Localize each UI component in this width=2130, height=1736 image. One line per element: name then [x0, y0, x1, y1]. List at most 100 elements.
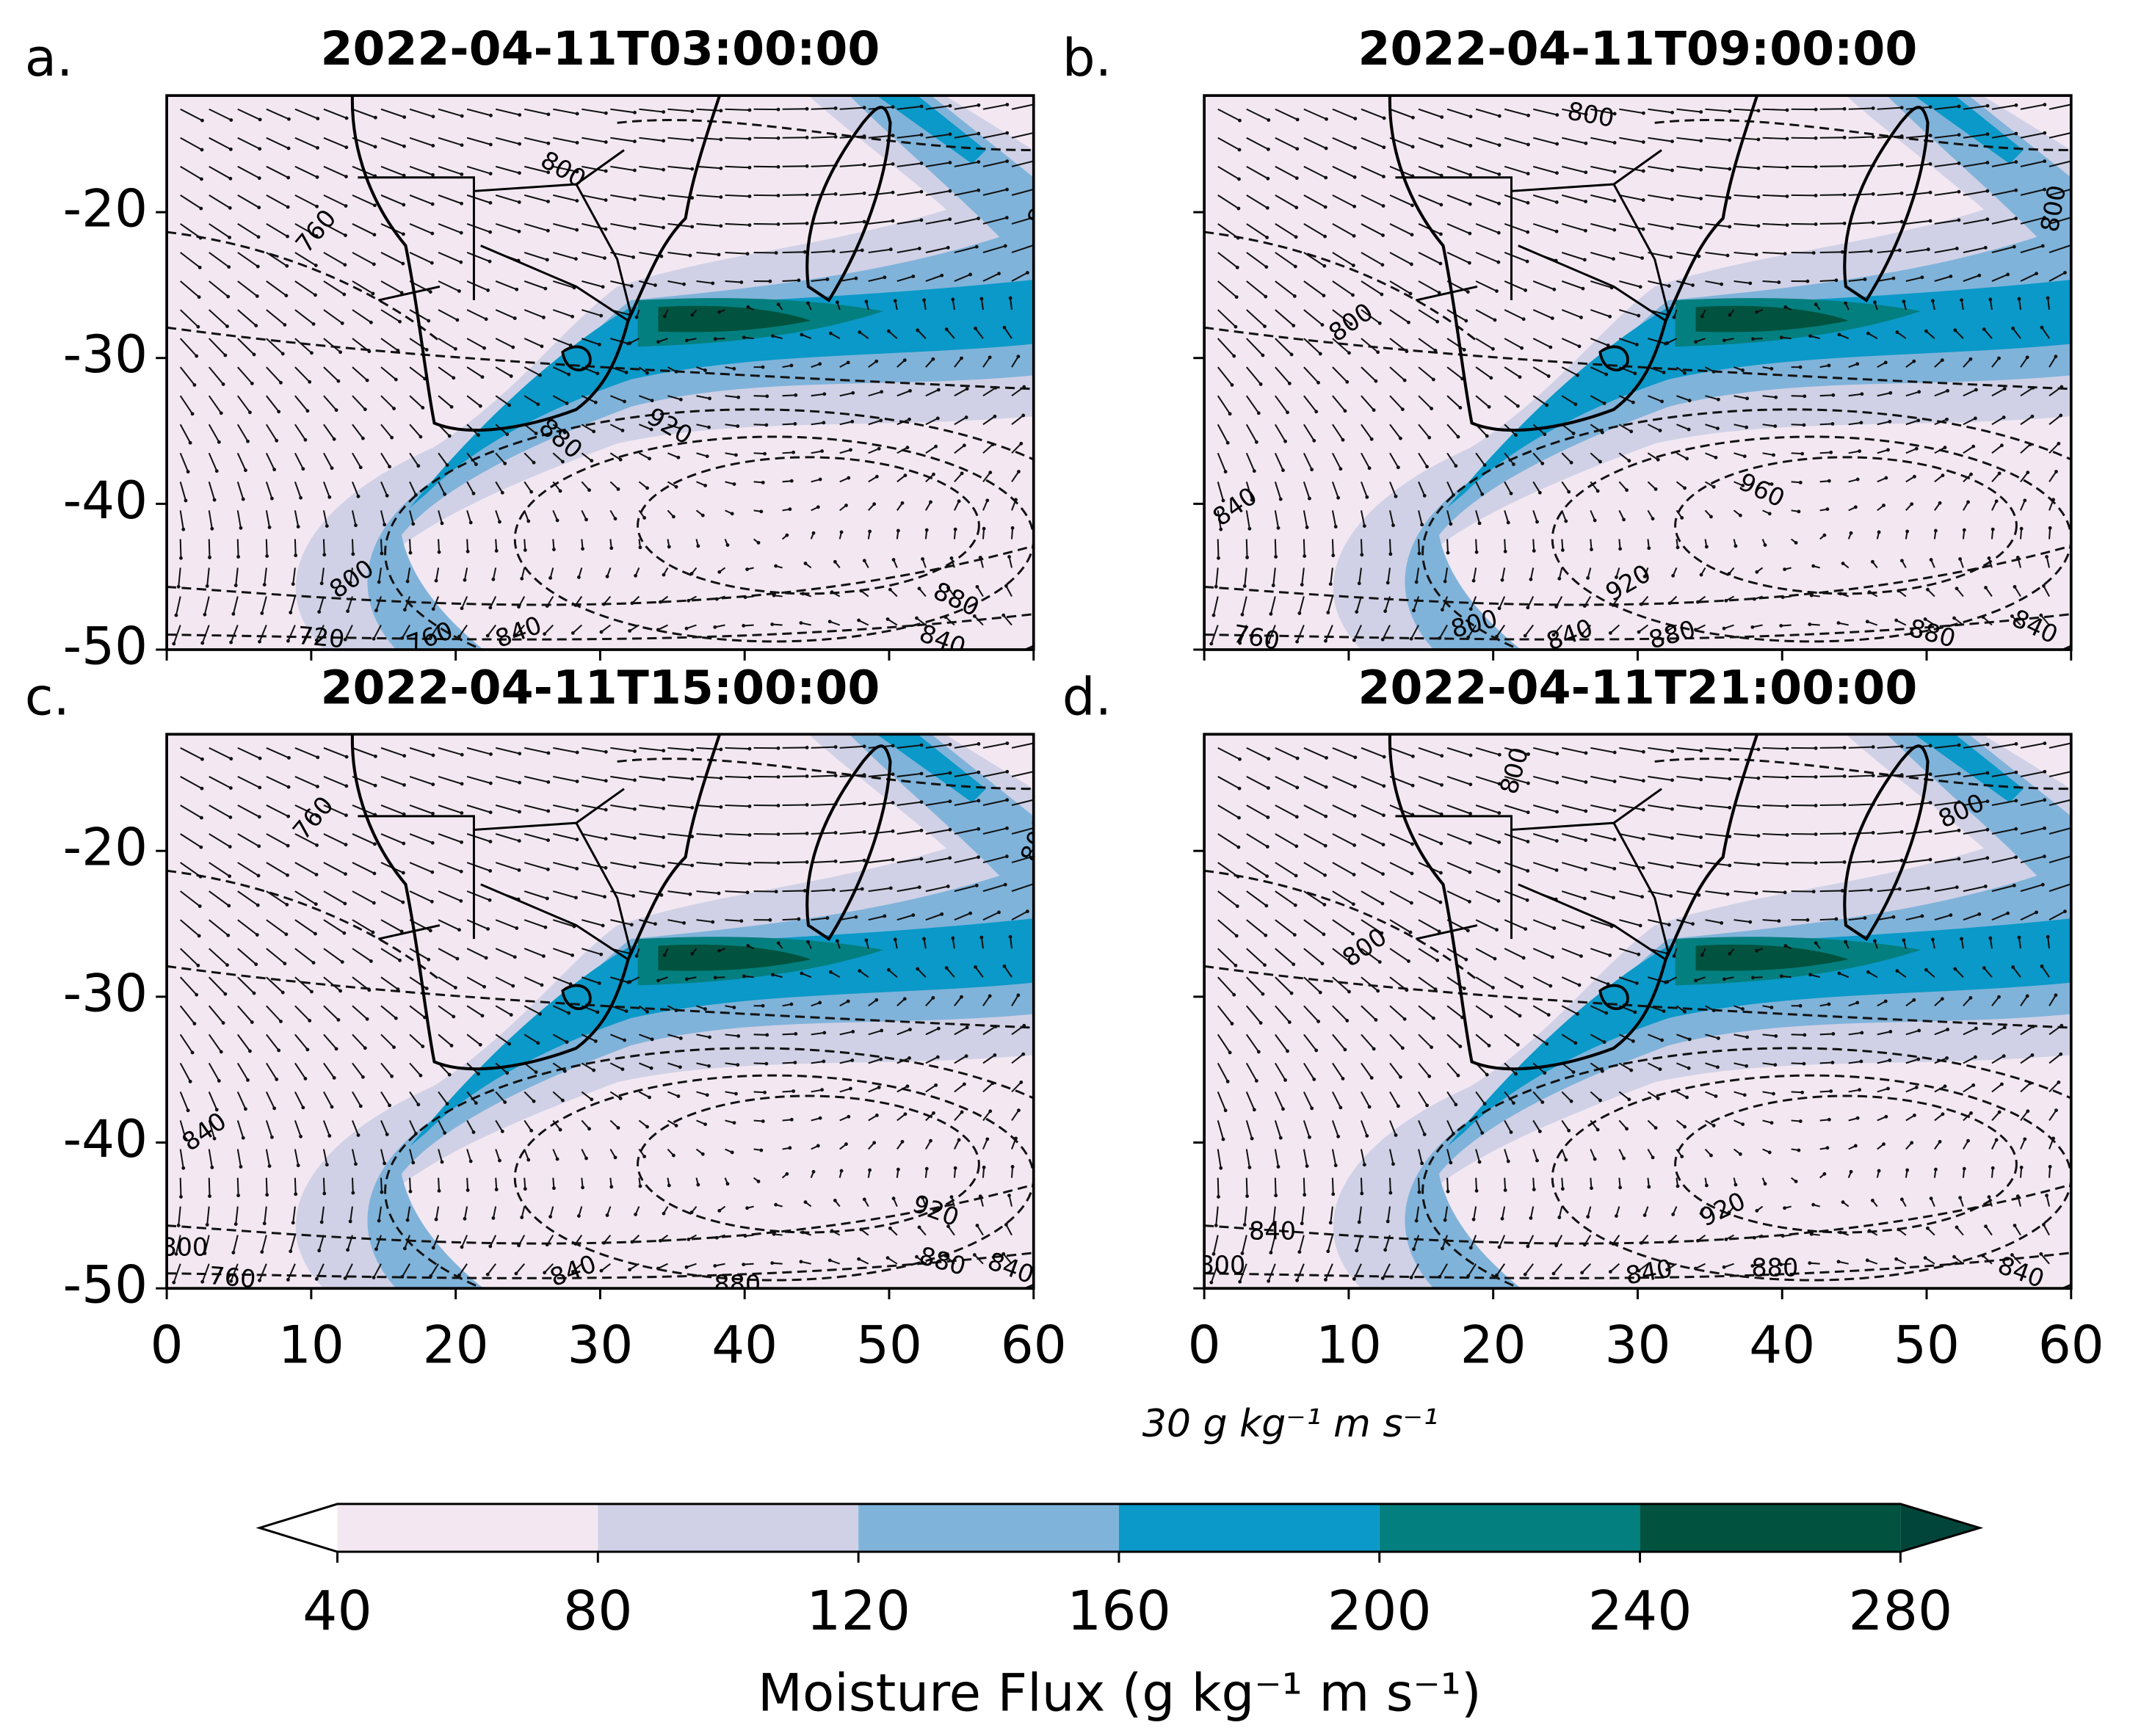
wind-vector — [1963, 1084, 1974, 1093]
wind-vector-head — [883, 275, 887, 280]
wind-vector-head — [745, 890, 750, 895]
wind-vector — [839, 106, 865, 110]
wind-vector-head — [1278, 497, 1283, 501]
wind-vector — [380, 919, 402, 932]
wind-vector-head — [1550, 316, 1554, 321]
wind-vector-head — [916, 328, 920, 333]
wind-vector — [380, 424, 393, 438]
wind-vector-head — [1586, 1215, 1590, 1219]
wind-vector — [2041, 965, 2050, 978]
wind-vector-head — [797, 917, 801, 921]
wind-vector — [1272, 567, 1276, 586]
wind-vector-head — [1316, 380, 1320, 385]
wind-vector — [1446, 309, 1467, 322]
wind-vector-head — [1506, 520, 1510, 525]
wind-vector-head — [498, 520, 501, 524]
wind-vector — [2020, 855, 2045, 864]
wind-vector — [495, 1149, 501, 1161]
wind-vector-head — [948, 103, 952, 108]
wind-vector — [1275, 776, 1298, 788]
wind-vector — [1275, 338, 1292, 355]
wind-vector-head — [632, 197, 637, 201]
wind-vector-head — [1966, 1138, 1970, 1143]
wind-vector — [1504, 252, 1528, 263]
wind-vector-head — [1842, 746, 1847, 749]
wind-vector-head — [1670, 778, 1674, 782]
wind-vector-head — [310, 351, 314, 355]
wind-vector — [380, 775, 405, 786]
wind-vector-head — [523, 1187, 527, 1191]
wind-vector-head — [820, 449, 824, 453]
wind-vector-head — [1827, 479, 1831, 483]
wind-vector-head — [908, 1056, 911, 1060]
wind-vector — [1905, 163, 1931, 167]
flux-shading — [410, 280, 1034, 508]
wind-vector-head — [935, 1055, 940, 1059]
wind-vector-head — [1870, 1199, 1874, 1202]
wind-vector — [753, 862, 779, 864]
wind-vector — [1590, 194, 1615, 202]
wind-vector-head — [874, 359, 879, 363]
wind-vector — [1361, 1091, 1371, 1108]
wind-vector-head — [1724, 598, 1728, 603]
wind-vector-head — [1343, 1047, 1347, 1052]
wind-vector-head — [460, 811, 464, 815]
wind-vector-head — [2031, 1025, 2035, 1028]
wind-vector-head — [846, 999, 850, 1003]
wind-vector — [236, 1120, 244, 1138]
wind-vector-head — [948, 856, 952, 860]
wind-vector — [438, 252, 462, 264]
wind-vector-head — [1985, 771, 1990, 775]
wind-vector-head — [1641, 169, 1645, 173]
wind-vector-head — [1256, 1050, 1261, 1054]
wind-vector-head — [279, 1020, 283, 1023]
wind-vector-head — [1022, 1023, 1026, 1028]
wind-vector-head — [228, 874, 231, 879]
wind-vector — [2049, 1110, 2057, 1122]
wind-vector — [1955, 330, 1964, 339]
wind-vector-head — [546, 809, 551, 813]
wind-vector — [466, 919, 489, 930]
wind-vector-head — [690, 167, 695, 171]
wind-vector-head — [747, 833, 752, 837]
wind-vector — [349, 1206, 353, 1222]
wind-vector — [1246, 108, 1269, 121]
wind-vector — [1418, 948, 1438, 962]
wind-vector — [887, 618, 898, 626]
wind-vector-head — [747, 195, 752, 198]
wind-vector-head — [1458, 1045, 1463, 1049]
wind-vector-head — [1803, 1033, 1807, 1037]
wind-vector-head — [405, 1218, 410, 1222]
wind-vector-head — [1842, 192, 1847, 197]
wind-vector-head — [1276, 526, 1280, 530]
wind-vector-head — [719, 834, 723, 838]
wind-vector-head — [1394, 1133, 1398, 1137]
wind-vector — [1275, 890, 1296, 907]
wind-vector-head — [857, 1257, 861, 1261]
wind-vector-head — [1294, 176, 1299, 181]
wind-vector-head — [1612, 112, 1617, 116]
wind-vector-head — [214, 1108, 219, 1112]
wind-vector — [1418, 424, 1430, 438]
wind-vector-head — [518, 171, 521, 175]
flux-shading — [410, 918, 1034, 1147]
wind-vector-head — [1716, 397, 1720, 402]
wind-vector-head — [1400, 407, 1405, 412]
wind-vector-head — [1349, 961, 1353, 965]
wind-vector — [1532, 309, 1553, 319]
wind-vector-head — [488, 200, 493, 205]
wind-vector — [323, 862, 346, 875]
contour — [1674, 456, 2018, 595]
wind-vector-head — [1322, 932, 1326, 937]
wind-vector — [524, 108, 549, 115]
wind-vector — [1418, 1062, 1430, 1077]
wind-vector-head — [756, 1180, 761, 1183]
wind-vector — [954, 799, 979, 806]
wind-vector — [1734, 137, 1759, 141]
wind-vector — [1529, 567, 1535, 580]
wind-vector-head — [1779, 1263, 1783, 1267]
wind-vector — [1905, 419, 1919, 426]
wind-vector-head — [1543, 1071, 1547, 1075]
wind-vector-head — [1660, 399, 1664, 404]
